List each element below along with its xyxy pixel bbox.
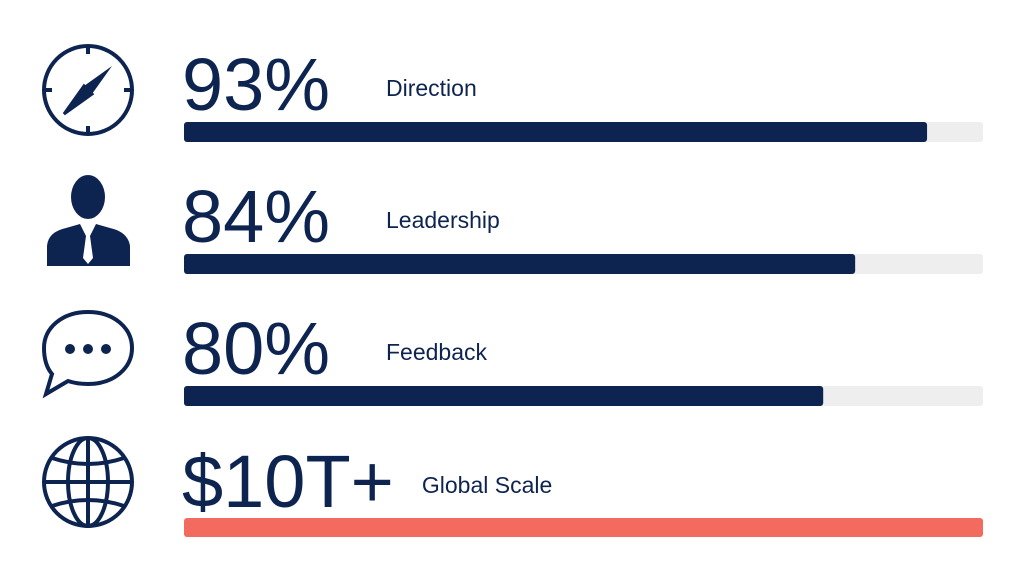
metric-value: 84% [182,175,330,258]
chat-icon [41,309,135,399]
metric-value: 93% [182,43,330,126]
globe-icon [42,436,134,528]
metric-value: $10T+ [182,440,394,523]
metric-value: 80% [182,307,330,390]
compass-icon [42,44,134,136]
metric-label: Feedback [386,339,488,365]
bar-highlight [184,518,983,537]
metric-label: Global Scale [422,472,552,498]
person-icon [47,175,130,266]
metric-label: Leadership [386,207,500,233]
bar [184,122,928,142]
bar [184,386,824,406]
bar [184,254,856,274]
metric-label: Direction [386,75,477,101]
